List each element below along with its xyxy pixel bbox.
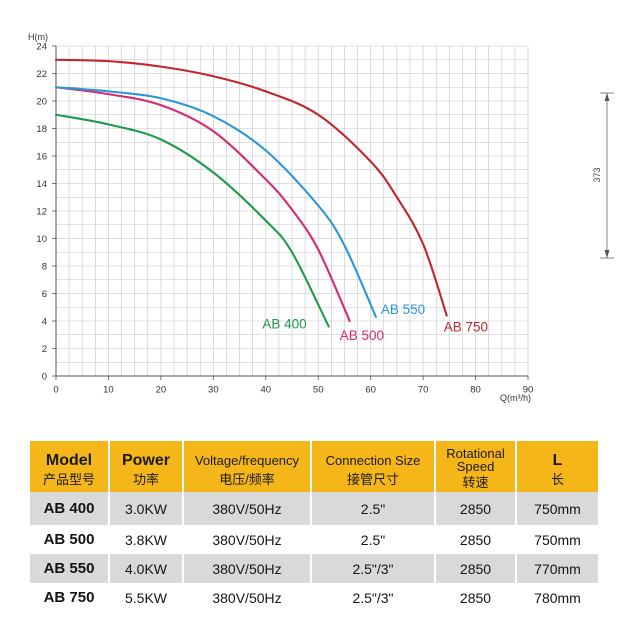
- x-tick-label: 60: [365, 385, 376, 396]
- dimension-arrow-down-icon: [604, 250, 610, 258]
- y-tick-label: 14: [36, 179, 47, 190]
- y-axis-title: H(m): [28, 32, 48, 42]
- cell-length: 780mm: [515, 583, 598, 612]
- header-label-zh: 电压/频率: [219, 472, 275, 487]
- x-tick-label: 70: [418, 385, 429, 396]
- x-tick-label: 50: [313, 385, 324, 396]
- dimension-arrow-up-icon: [604, 93, 610, 101]
- height-dimension-marker: 373: [592, 92, 614, 259]
- x-axis-title: Q(m³/h): [500, 393, 531, 403]
- table-row: AB 500 3.8KW 380V/50Hz 2.5" 2850 750mm: [30, 525, 598, 554]
- header-label-en: Connection Size: [325, 453, 421, 468]
- curve-label-ab-750: AB 750: [444, 320, 488, 335]
- header-label-zh: 长: [550, 472, 564, 487]
- cell-voltage-frequency: 380V/50Hz: [182, 492, 310, 525]
- curve-ab-400: [54, 113, 330, 328]
- y-tick-label: 2: [42, 344, 47, 355]
- cell-connection-size: 2.5"/3": [310, 583, 434, 612]
- header-label-en: Rotational Speed: [446, 446, 505, 474]
- y-tick-label: 10: [36, 234, 47, 245]
- cell-length: 750mm: [515, 492, 598, 525]
- cell-model: AB 500: [43, 531, 95, 548]
- x-tick-label: 40: [260, 385, 271, 396]
- x-tick-label: 30: [208, 385, 219, 396]
- header-label-en: L: [552, 452, 563, 469]
- y-tick-label: 8: [42, 261, 47, 272]
- cell-connection-size: 2.5"/3": [310, 554, 434, 583]
- cell-voltage-frequency: 380V/50Hz: [182, 554, 310, 583]
- y-tick-label: 0: [42, 371, 47, 382]
- cell-rotational-speed: 2850: [434, 525, 515, 554]
- curve-label-ab-550: AB 550: [381, 302, 425, 317]
- cell-voltage-frequency: 380V/50Hz: [182, 583, 310, 612]
- table-row: AB 400 3.0KW 380V/50Hz 2.5" 2850 750mm: [30, 492, 598, 525]
- y-tick-label: 20: [36, 96, 47, 107]
- cell-voltage-frequency: 380V/50Hz: [182, 525, 310, 554]
- spec-table: Model 产品型号 Power 功率 Voltage/frequency 电压…: [30, 441, 598, 612]
- y-tick-label: 18: [36, 124, 47, 135]
- y-tick-label: 12: [36, 206, 47, 217]
- table-row: AB 750 5.5KW 380V/50Hz 2.5"/3" 2850 780m…: [30, 583, 598, 612]
- curve-label-ab-400: AB 400: [262, 317, 306, 332]
- curve-label-ab-500: AB 500: [340, 328, 384, 343]
- cell-model: AB 550: [30, 554, 108, 583]
- y-tick-label: 22: [36, 69, 47, 80]
- chart-curve-labels: AB 400 AB 500 AB 550 AB 750: [262, 302, 488, 343]
- y-tick-label: 16: [36, 151, 47, 162]
- header-label-en: Power: [121, 452, 170, 469]
- cell-connection-size: 2.5": [310, 492, 434, 525]
- x-tick-label: 0: [53, 385, 58, 396]
- header-label-zh: 功率: [132, 472, 159, 487]
- cell-power: 3.0KW: [108, 492, 182, 525]
- chart-curves: [54, 58, 448, 328]
- x-tick-label: 90: [523, 385, 534, 396]
- header-label-en: Voltage/frequency: [194, 453, 300, 468]
- cell-power: 5.5KW: [108, 583, 182, 612]
- curve-ab-500: [54, 86, 351, 323]
- cell-length: 770mm: [515, 554, 598, 583]
- curve-ab-750: [54, 58, 448, 317]
- cell-rotational-speed: 2850: [434, 492, 515, 525]
- dimension-label: 373: [592, 167, 602, 182]
- curve-ab-550: [54, 86, 377, 318]
- x-tick-label: 80: [470, 385, 481, 396]
- y-tick-label: 4: [42, 316, 47, 327]
- x-tick-label: 20: [156, 385, 167, 396]
- cell-model: AB 750: [43, 589, 95, 606]
- header-label-zh: 转速: [462, 475, 489, 490]
- header-label-en: Model: [45, 452, 93, 469]
- cell-length: 750mm: [515, 525, 598, 554]
- header-connection-size: Connection Size 接管尺寸: [310, 441, 434, 493]
- header-label-zh: 产品型号: [42, 472, 95, 487]
- cell-rotational-speed: 2850: [434, 554, 515, 583]
- table-row: AB 550 4.0KW 380V/50Hz 2.5"/3" 2850 770m…: [30, 554, 598, 583]
- y-tick-label: 24: [36, 41, 47, 52]
- cell-rotational-speed: 2850: [434, 583, 515, 612]
- header-label-zh: 接管尺寸: [346, 472, 399, 487]
- header-model: Model 产品型号: [30, 441, 108, 493]
- header-power: Power 功率: [108, 441, 182, 493]
- cell-power: 3.8KW: [108, 525, 182, 554]
- cell-power: 4.0KW: [108, 554, 182, 583]
- y-tick-label: 6: [42, 289, 47, 300]
- table-header-row: Model 产品型号 Power 功率 Voltage/frequency 电压…: [30, 441, 598, 493]
- x-tick-label: 10: [103, 385, 114, 396]
- cell-model: AB 400: [30, 492, 108, 525]
- cell-connection-size: 2.5": [310, 525, 434, 554]
- header-voltage-frequency: Voltage/frequency 电压/频率: [182, 441, 310, 493]
- header-length: L 长: [515, 441, 598, 493]
- header-rotational-speed: Rotational Speed 转速: [434, 441, 515, 493]
- chart-grid: [56, 45, 529, 376]
